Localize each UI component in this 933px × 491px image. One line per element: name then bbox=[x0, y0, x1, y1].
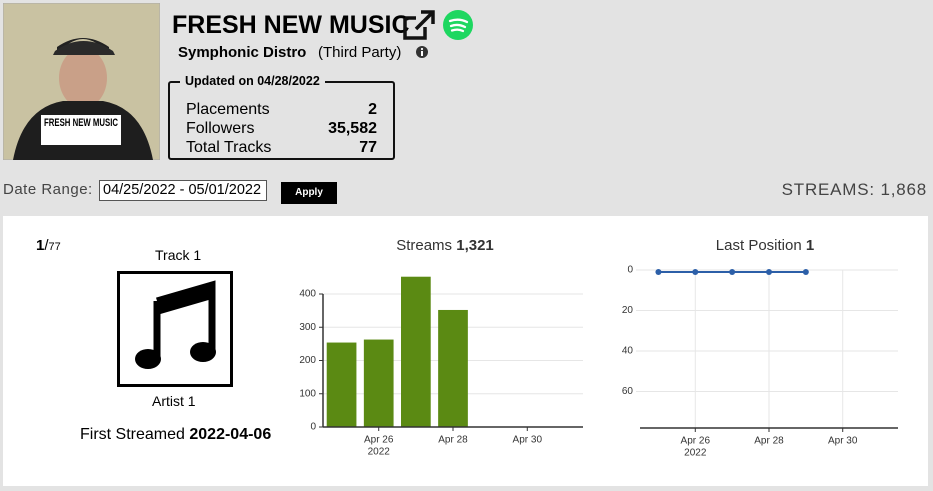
distributor-type: (Third Party) bbox=[318, 44, 402, 61]
stat-label: Followers bbox=[186, 120, 255, 137]
first-streamed-label: First Streamed bbox=[80, 426, 185, 443]
track-panel: 1/77 Track 1 Artist 1 First Streamed 202… bbox=[3, 216, 928, 486]
playlist-image: FRESH NEW MUSIC bbox=[3, 3, 160, 160]
point bbox=[729, 269, 736, 276]
track-count: 77 bbox=[48, 241, 61, 253]
point bbox=[802, 269, 809, 276]
distributor: Symphonic Distro bbox=[178, 44, 307, 61]
y-tick-label: 20 bbox=[622, 305, 634, 316]
y-tick-label: 300 bbox=[299, 322, 316, 333]
playlist-title: FRESH NEW MUSIC bbox=[172, 11, 410, 39]
x-tick-label: Apr 26 bbox=[364, 435, 394, 446]
y-tick-label: 200 bbox=[299, 355, 316, 366]
stats-rows: Placements 2 Followers 35,582 Total Tracks 77 bbox=[186, 100, 377, 157]
track-index: 1 bbox=[36, 237, 45, 254]
chart-title-text: Last Position bbox=[716, 237, 802, 254]
chart-title: Streams 1,321 bbox=[396, 237, 494, 254]
bar bbox=[363, 339, 394, 427]
stat-label: Total Tracks bbox=[186, 139, 272, 156]
stat-value: 77 bbox=[359, 139, 377, 156]
stat-label: Placements bbox=[186, 101, 270, 118]
stat-value: 35,582 bbox=[328, 120, 377, 137]
chart-title-value: 1 bbox=[806, 237, 814, 254]
spotify-icon[interactable] bbox=[442, 9, 474, 41]
chart-title: Last Position 1 bbox=[716, 237, 814, 254]
stat-value: 2 bbox=[368, 101, 377, 118]
y-tick-label: 60 bbox=[622, 386, 634, 397]
stat-row: Placements 2 bbox=[186, 100, 377, 119]
x-tick-label: Apr 28 bbox=[438, 435, 468, 446]
point bbox=[655, 269, 662, 276]
separator: / bbox=[44, 237, 49, 254]
date-range-input[interactable]: 04/25/2022 - 05/01/2022 bbox=[99, 180, 267, 201]
x-year-label: 2022 bbox=[368, 447, 391, 458]
image-label: FRESH NEW MUSIC bbox=[44, 117, 118, 129]
apply-button[interactable]: Apply bbox=[281, 182, 337, 204]
stat-row: Followers 35,582 bbox=[186, 119, 377, 138]
stats-legend: Updated on 04/28/2022 bbox=[180, 74, 325, 88]
x-tick-label: Apr 26 bbox=[681, 436, 711, 447]
chart-title-value: 1,321 bbox=[456, 237, 494, 254]
chart-title-text: Streams bbox=[396, 237, 452, 254]
track-artwork bbox=[117, 271, 233, 387]
point bbox=[692, 269, 699, 276]
bar bbox=[438, 309, 468, 427]
streams-total: STREAMS: 1,868 bbox=[781, 180, 927, 199]
track-position: 1/77 bbox=[36, 237, 61, 254]
bar bbox=[401, 276, 431, 427]
track-name: Track 1 bbox=[155, 247, 202, 263]
stats-box: Updated on 04/28/2022 Placements 2 Followe… bbox=[168, 74, 395, 160]
external-link-icon[interactable] bbox=[402, 9, 436, 41]
point bbox=[766, 269, 772, 276]
y-tick-label: 100 bbox=[299, 388, 316, 399]
x-tick-label: Apr 30 bbox=[513, 435, 543, 446]
y-tick-label: 40 bbox=[622, 346, 634, 357]
x-tick-label: Apr 30 bbox=[828, 436, 858, 447]
artist-name: Artist 1 bbox=[152, 393, 196, 409]
bar bbox=[326, 342, 357, 427]
y-tick-label: 0 bbox=[627, 265, 633, 276]
date-range-label: Date Range: bbox=[3, 181, 93, 198]
stat-row: Total Tracks 77 bbox=[186, 138, 377, 157]
y-tick-label: 400 bbox=[299, 289, 316, 300]
info-icon[interactable] bbox=[415, 45, 429, 59]
x-tick-label: Apr 28 bbox=[754, 436, 784, 447]
y-tick-label: 0 bbox=[310, 422, 316, 433]
first-streamed-date: 2022-04-06 bbox=[189, 426, 272, 443]
x-year-label: 2022 bbox=[684, 448, 707, 459]
first-streamed: First Streamed 2022-04-06 bbox=[80, 426, 271, 444]
